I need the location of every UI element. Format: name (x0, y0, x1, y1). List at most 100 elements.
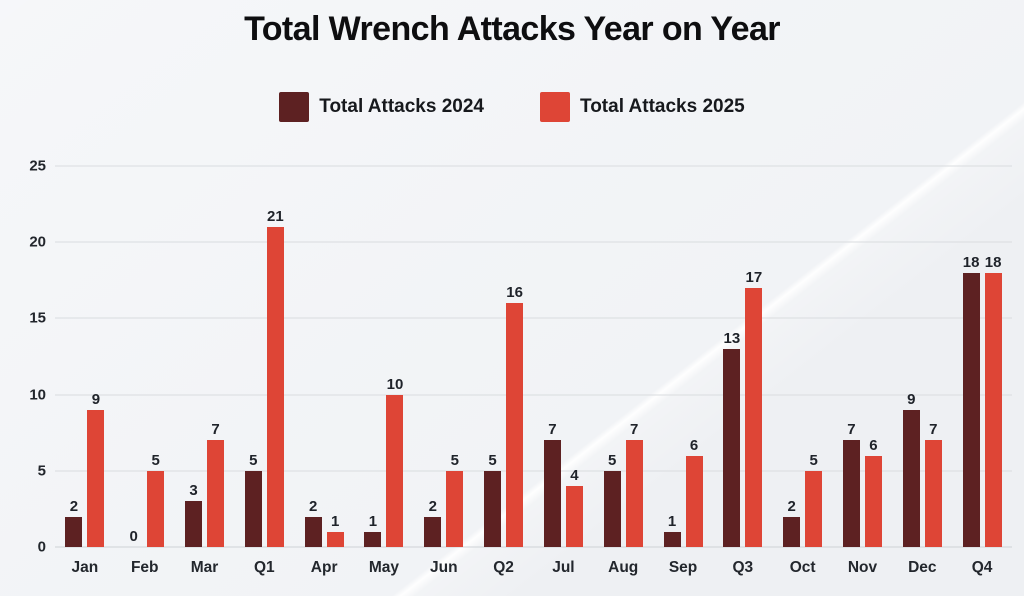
bar-value-label-2024-q1: 5 (249, 451, 258, 469)
bar-2025-q4: 18 (984, 255, 1002, 547)
bar-col-2024-aug: 5 (603, 166, 621, 547)
x-axis-label-aug: Aug (608, 559, 639, 576)
bar-2024-apr: 2 (304, 499, 322, 547)
x-axis-label-feb: Feb (130, 559, 159, 576)
bar-2025-oct: 5 (805, 453, 823, 547)
x-axis-label-nov: Nov (847, 559, 878, 576)
bar-col-2025-apr: 1 (326, 166, 344, 547)
bar-value-label-2024-aug: 5 (608, 451, 617, 469)
bar-value-label-2024-mar: 3 (189, 482, 198, 500)
y-tick-label-20: 20 (29, 233, 46, 251)
bar-col-2025-aug: 7 (625, 166, 643, 547)
bar-col-2025-q3: 17 (745, 166, 763, 547)
x-axis-label-apr: Apr (310, 559, 338, 576)
bar-value-label-2025-feb: 5 (151, 451, 160, 469)
x-axis-label-sep: Sep (668, 559, 698, 576)
y-tick-label-5: 5 (37, 462, 46, 480)
bar-value-label-2025-oct: 5 (809, 451, 818, 469)
bar-2024-q1: 5 (244, 453, 262, 547)
legend-swatch-2024 (279, 92, 310, 122)
bar-col-2024-may: 1 (364, 166, 382, 547)
bar-2024-jul: 7 (543, 422, 561, 547)
bar-col-2024-jul: 7 (543, 166, 561, 547)
bar-col-2024-q3: 13 (723, 166, 741, 547)
bar-col-2024-apr: 2 (304, 166, 322, 547)
bar-2025-nov: 6 (864, 438, 882, 547)
bar-value-label-2025-dec: 7 (929, 421, 938, 439)
x-axis-label-q1: Q1 (254, 559, 275, 576)
bar-2025-q2: 16 (506, 285, 524, 547)
bar-value-label-2025-jun: 5 (450, 451, 459, 469)
bar-col-2025-q1: 21 (266, 166, 284, 547)
plot-area: 2 9 0 5 3 7 5 21 2 1 1 10 2 5 5 16 7 4 5 7 1 6 13 17 2 5 7 6 9 7 18 18 … (29, 159, 1012, 575)
gridline-10 (55, 394, 1012, 396)
bar-col-2024-q1: 5 (244, 166, 262, 547)
legend-swatch-2025 (540, 92, 570, 122)
x-axis-label-oct: Oct (789, 559, 816, 576)
bar-group-q1: 5 21 (234, 166, 294, 547)
bar-value-label-2024-dec: 9 (907, 390, 916, 408)
bar-value-label-2025-mar: 7 (211, 421, 220, 439)
bar-col-2025-may: 10 (386, 166, 404, 547)
bar-col-2024-dec: 9 (902, 166, 920, 547)
legend-label-2025: Total Attacks 2025 (580, 96, 745, 117)
x-axis-label-jun: Jun (430, 559, 458, 576)
legend: Total Attacks 2024 Total Attacks 2025 (0, 92, 1024, 122)
bar-col-2025-jun: 5 (446, 166, 464, 547)
x-axis-labels: Jan Feb Mar Q1 Apr May Jun Q2 Jul Aug Sep Q3 Oct Nov D… (55, 560, 1012, 576)
x-axis-label-mar: Mar (190, 559, 219, 576)
bar-col-2025-q2: 16 (506, 166, 524, 547)
gridline-20 (55, 241, 1012, 243)
bar-2025-apr: 1 (326, 514, 344, 547)
bar-value-label-2024-may: 1 (368, 512, 378, 530)
bar-col-2025-q4: 18 (984, 166, 1002, 547)
bar-2025-dec: 7 (924, 422, 942, 547)
gridline-0 (55, 546, 1012, 548)
bar-col-2024-nov: 7 (842, 166, 860, 547)
bar-value-label-2025-q1: 21 (267, 207, 284, 225)
bar-col-2024-q4: 18 (962, 166, 980, 547)
bar-value-label-2024-jan: 2 (69, 497, 79, 515)
bar-2025-q3: 17 (745, 270, 763, 547)
bar-value-label-2024-feb: 0 (129, 528, 138, 545)
bar-value-label-2025-jul: 4 (570, 467, 579, 485)
bar-2024-aug: 5 (603, 453, 621, 547)
y-tick-label-10: 10 (29, 386, 46, 404)
x-axis-label-jul: Jul (552, 559, 575, 576)
bar-2024-oct: 2 (783, 499, 801, 547)
bar-col-2025-feb: 5 (147, 166, 165, 547)
bar-2024-mar: 3 (185, 483, 203, 547)
x-axis-label-q3: Q3 (732, 559, 754, 576)
bar-col-2025-mar: 7 (207, 166, 225, 547)
bar-value-label-2025-sep: 6 (689, 436, 699, 454)
bar-col-2024-sep: 1 (663, 166, 681, 547)
legend-item-2024: Total Attacks 2024 (279, 92, 484, 122)
bar-col-2024-mar: 3 (185, 166, 203, 547)
bar-col-2025-nov: 6 (864, 166, 882, 547)
bar-value-label-2024-nov: 7 (847, 421, 856, 439)
bar-2025-sep: 6 (685, 438, 703, 547)
gridline-15 (55, 317, 1012, 319)
bar-value-label-2024-q2: 5 (488, 451, 497, 469)
bar-2025-aug: 7 (625, 422, 643, 547)
bars-row: 2 9 0 5 3 7 5 21 2 1 1 10 2 5 5 16 7 4 5 7 1 6 13 17 2 5 7 6 9 7 18 18 (55, 166, 1012, 547)
bar-2025-feb: 5 (147, 453, 165, 547)
bar-value-label-2024-oct: 2 (787, 497, 796, 515)
bar-2024-q3: 13 (723, 331, 741, 547)
bar-value-label-2025-q4: 18 (984, 253, 1002, 271)
bar-value-label-2024-apr: 2 (308, 497, 318, 515)
bar-2024-q2: 5 (484, 453, 502, 547)
x-axis-label-jan: Jan (71, 559, 99, 576)
bar-value-label-2024-q4: 18 (962, 253, 980, 271)
x-axis-label-dec: Dec (908, 559, 937, 576)
bar-2024-dec: 9 (902, 392, 920, 547)
gridline-25 (55, 165, 1012, 167)
bar-value-label-2025-q2: 16 (506, 284, 523, 302)
